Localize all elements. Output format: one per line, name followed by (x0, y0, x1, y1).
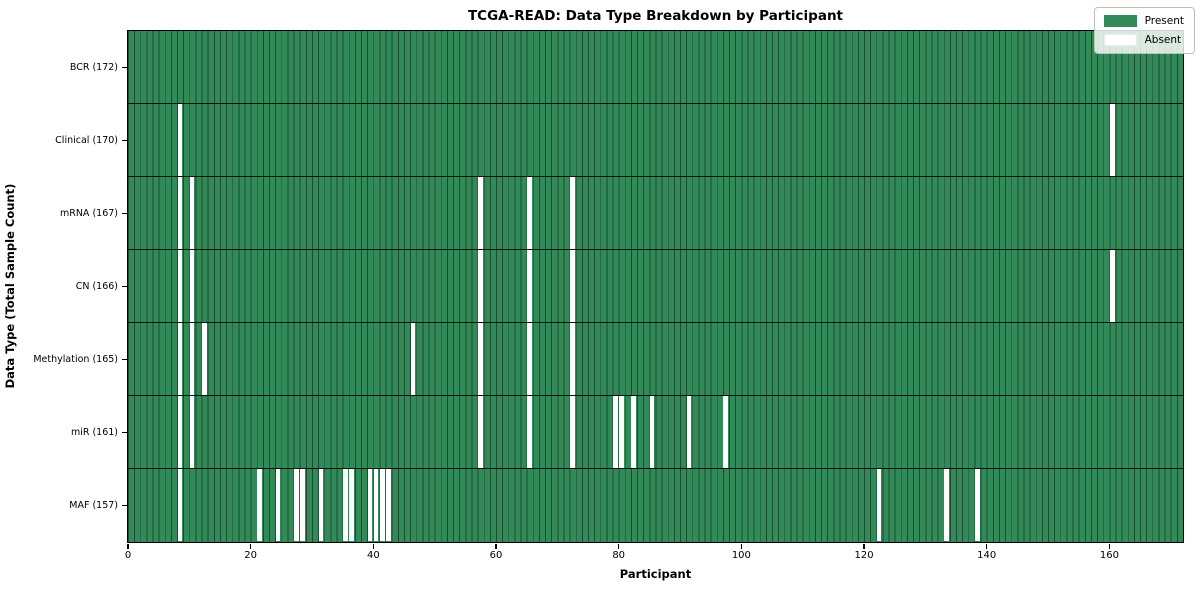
absent-cell-miR-85 (649, 396, 655, 468)
absent-cell-miR-97 (723, 396, 729, 468)
absent-cell-mRNA-10 (189, 177, 195, 249)
legend-swatch-absent (1103, 34, 1137, 46)
absent-cell-Methylation-8 (177, 323, 183, 395)
y-tick (121, 358, 127, 361)
x-axis-label: Participant (619, 567, 692, 581)
x-tick (249, 543, 252, 549)
x-tick (617, 543, 620, 549)
row-separator (127, 248, 1183, 251)
absent-cell-MAF-8 (177, 469, 183, 542)
absent-cell-MAF-31 (318, 469, 324, 542)
absent-cell-Methylation-57 (478, 323, 483, 395)
y-tick-label-CN: CN (166) (75, 280, 118, 292)
absent-cell-CN-57 (478, 250, 483, 322)
absent-cell-miR-79 (613, 396, 618, 468)
x-tick-label-140: 140 (977, 550, 997, 561)
x-tick-label-80: 80 (612, 550, 626, 561)
legend-entry-present: Present (1103, 15, 1184, 27)
row-separator (127, 467, 1183, 470)
x-tick-label-100: 100 (731, 550, 751, 561)
row-separator (127, 394, 1183, 397)
y-tick-label-mRNA: mRNA (167) (59, 207, 118, 219)
y-tick-label-Methylation: Methylation (165) (33, 353, 118, 365)
legend-label-absent: Absent (1144, 34, 1182, 46)
absent-cell-Methylation-46 (410, 323, 416, 395)
row-separator (127, 321, 1183, 324)
absent-cell-MAF-133 (944, 469, 949, 542)
y-tick-label-Clinical: Clinical (170) (55, 134, 118, 146)
x-tick-label-60: 60 (489, 550, 503, 561)
absent-cell-MAF-24 (275, 469, 281, 542)
x-tick (372, 543, 375, 549)
x-tick-label-120: 120 (854, 550, 874, 561)
x-tick-label-20: 20 (244, 550, 258, 561)
legend: Present Absent (1093, 7, 1195, 54)
row-separator (127, 102, 1183, 105)
absent-cell-mRNA-72 (570, 177, 575, 249)
y-tick (121, 285, 127, 288)
absent-cell-MAF-41 (379, 469, 385, 542)
absent-cell-Methylation-12 (202, 323, 207, 395)
absent-cell-Methylation-65 (527, 323, 532, 395)
absent-cell-MAF-27 (294, 469, 299, 542)
absent-cell-miR-57 (478, 396, 483, 468)
absent-cell-MAF-42 (386, 469, 391, 542)
absent-cell-CN-8 (177, 250, 183, 322)
absent-cell-MAF-39 (367, 469, 373, 542)
y-tick (121, 66, 127, 69)
absent-cell-MAF-36 (349, 469, 354, 542)
plot-area (126, 29, 1184, 543)
x-tick (495, 543, 497, 549)
x-tick (986, 543, 988, 549)
absent-cell-miR-65 (527, 396, 532, 468)
x-tick (1108, 543, 1111, 549)
y-tick (121, 504, 127, 507)
absent-cell-MAF-21 (257, 469, 262, 542)
y-tick (121, 212, 127, 215)
legend-entry-absent: Absent (1103, 34, 1184, 46)
x-tick-label-160: 160 (1099, 550, 1119, 561)
x-tick (740, 543, 743, 549)
y-tick (121, 431, 127, 434)
absent-cell-miR-72 (570, 396, 575, 468)
absent-cell-MAF-122 (876, 469, 882, 542)
y-tick-label-MAF: MAF (157) (69, 499, 118, 511)
x-tick-label-40: 40 (366, 550, 380, 561)
absent-cell-miR-8 (177, 396, 183, 468)
absent-cell-MAF-28 (300, 469, 305, 542)
chart-title: TCGA-READ: Data Type Breakdown by Partic… (467, 8, 844, 24)
x-tick (863, 543, 865, 549)
absent-cell-CN-10 (189, 250, 195, 322)
y-tick-label-BCR: BCR (172) (69, 61, 118, 73)
absent-cell-mRNA-65 (527, 177, 532, 249)
row-separator (127, 175, 1183, 178)
absent-cell-MAF-40 (373, 469, 379, 542)
absent-cell-CN-72 (570, 250, 575, 322)
absent-cell-miR-80 (619, 396, 624, 468)
absent-cell-CN-65 (527, 250, 532, 322)
absent-cell-mRNA-57 (478, 177, 483, 249)
y-tick-label-miR: miR (161) (70, 426, 118, 438)
x-tick (127, 543, 129, 549)
absent-cell-MAF-138 (974, 469, 980, 542)
absent-cell-Clinical-8 (177, 104, 183, 176)
absent-cell-Methylation-72 (570, 323, 575, 395)
absent-cell-Methylation-10 (189, 323, 195, 395)
absent-cell-miR-82 (631, 396, 637, 468)
absent-cell-CN-160 (1109, 250, 1115, 322)
legend-swatch-present (1103, 15, 1137, 27)
absent-cell-mRNA-8 (177, 177, 183, 249)
x-tick-label-0: 0 (124, 550, 132, 561)
absent-cell-miR-10 (189, 396, 195, 468)
absent-cell-MAF-35 (343, 469, 348, 542)
legend-label-present: Present (1144, 15, 1184, 27)
absent-cell-miR-91 (686, 396, 692, 468)
y-tick (121, 139, 127, 142)
absent-cell-Clinical-160 (1109, 104, 1115, 176)
